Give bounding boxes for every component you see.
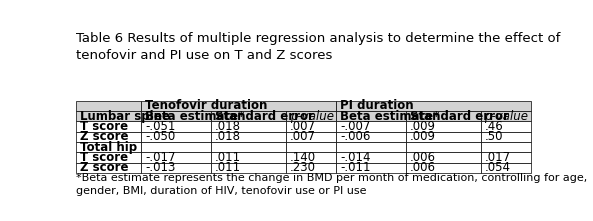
Text: .018: .018 [215, 130, 241, 143]
Bar [406, 142, 481, 152]
Bar [211, 111, 286, 121]
Bar [406, 162, 481, 173]
Text: Standard error: Standard error [410, 110, 509, 122]
Text: .50: .50 [484, 130, 503, 143]
Text: -.011: -.011 [340, 161, 371, 174]
Text: .054: .054 [484, 161, 511, 174]
Bar [76, 162, 141, 173]
Bar [286, 121, 336, 131]
Text: .46: .46 [484, 120, 503, 133]
Bar [336, 162, 406, 173]
Bar [481, 111, 531, 121]
Text: Total hip: Total hip [80, 141, 137, 154]
Text: p-value: p-value [289, 110, 333, 122]
Text: Beta estimate*: Beta estimate* [145, 110, 244, 122]
Bar [406, 131, 481, 142]
Text: Lumbar spine: Lumbar spine [80, 110, 170, 122]
Text: Beta estimate*: Beta estimate* [340, 110, 439, 122]
Bar [141, 121, 211, 131]
Text: T score: T score [80, 151, 128, 164]
Text: .017: .017 [484, 151, 511, 164]
Bar [286, 131, 336, 142]
Bar [211, 131, 286, 142]
Text: -.014: -.014 [340, 151, 371, 164]
Bar [481, 131, 531, 142]
Bar [76, 111, 141, 121]
Text: -.051: -.051 [145, 120, 176, 133]
Text: Z score: Z score [80, 130, 129, 143]
Bar [481, 121, 531, 131]
Bar [141, 142, 211, 152]
Text: .230: .230 [289, 161, 315, 174]
Bar [211, 121, 286, 131]
Text: Standard error: Standard error [215, 110, 314, 122]
Bar [481, 142, 531, 152]
Bar [141, 101, 336, 111]
Bar [286, 152, 336, 162]
Bar [286, 111, 336, 121]
Text: -.007: -.007 [340, 120, 371, 133]
Bar [336, 101, 531, 111]
Text: -.006: -.006 [340, 130, 371, 143]
Bar [141, 162, 211, 173]
Bar [141, 152, 211, 162]
Bar [76, 121, 141, 131]
Bar [76, 152, 141, 162]
Text: Table 6 Results of multiple regression analysis to determine the effect of
tenof: Table 6 Results of multiple regression a… [76, 32, 561, 62]
Text: .007: .007 [289, 120, 315, 133]
Text: .006: .006 [410, 161, 436, 174]
Text: PI duration: PI duration [340, 99, 414, 112]
Text: .009: .009 [410, 120, 436, 133]
Text: .007: .007 [289, 130, 315, 143]
Bar [76, 142, 141, 152]
Text: -.050: -.050 [145, 130, 176, 143]
Bar [76, 131, 141, 142]
Bar [406, 111, 481, 121]
Bar [286, 162, 336, 173]
Bar [336, 152, 406, 162]
Text: T score: T score [80, 120, 128, 133]
Bar [141, 111, 211, 121]
Bar [336, 142, 406, 152]
Text: .006: .006 [410, 151, 436, 164]
Text: Tenofovir duration: Tenofovir duration [145, 99, 267, 112]
Bar [406, 121, 481, 131]
Text: *Beta estimate represents the change in BMD per month of medication, controlling: *Beta estimate represents the change in … [76, 173, 588, 196]
Bar [286, 142, 336, 152]
Text: .009: .009 [410, 130, 436, 143]
Text: .018: .018 [215, 120, 241, 133]
Text: -.017: -.017 [145, 151, 176, 164]
Bar [211, 162, 286, 173]
Bar [76, 101, 141, 111]
Text: Z score: Z score [80, 161, 129, 174]
Text: -.013: -.013 [145, 161, 176, 174]
Text: .140: .140 [289, 151, 315, 164]
Bar [481, 162, 531, 173]
Bar [141, 131, 211, 142]
Bar [211, 152, 286, 162]
Text: .011: .011 [215, 151, 241, 164]
Bar [406, 152, 481, 162]
Bar [481, 152, 531, 162]
Text: p-value: p-value [484, 110, 528, 122]
Bar [336, 121, 406, 131]
Bar [336, 131, 406, 142]
Bar [211, 142, 286, 152]
Text: .011: .011 [215, 161, 241, 174]
Bar [336, 111, 406, 121]
